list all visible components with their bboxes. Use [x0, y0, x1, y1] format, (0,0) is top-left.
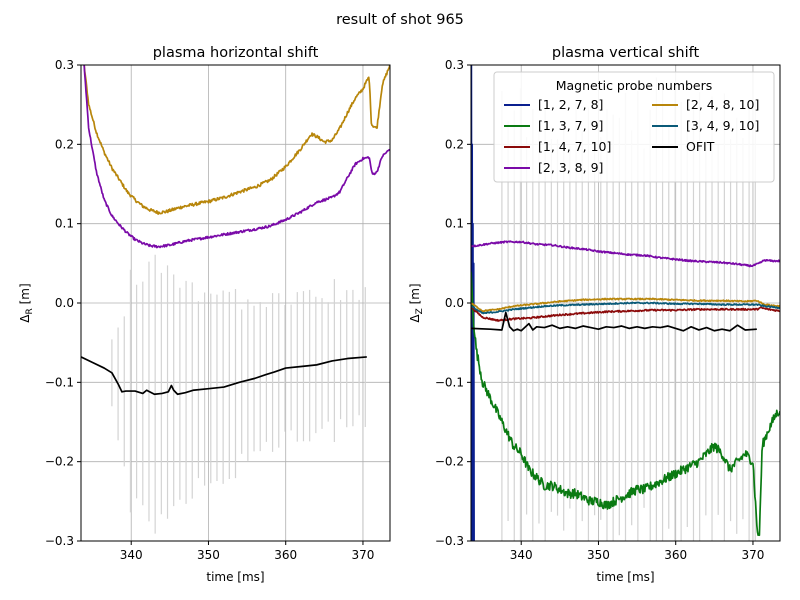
legend-label: [2, 3, 8, 9]: [538, 160, 603, 175]
series-line: [471, 301, 780, 315]
x-axis-label: time [ms]: [206, 570, 264, 584]
y-tick-label: 0.0: [55, 296, 74, 310]
x-tick-label: 370: [742, 548, 765, 562]
legend-box: [493, 71, 775, 183]
axes-vertical-shift: 340 350 360 370 −0.3 −0.2 −0.1 0.0 0.1 0.2 0.3 plas…: [408, 45, 781, 584]
x-tick-label: 340: [510, 548, 533, 562]
series-line: [83, 65, 390, 215]
legend-label: OFIT: [686, 139, 715, 154]
series-line: [471, 297, 780, 313]
y-tick-label: 0.2: [445, 137, 464, 151]
y-tick-label: 0.1: [55, 217, 74, 231]
y-tick-label: −0.1: [435, 375, 464, 389]
figure-suptitle: result of shot 965: [336, 12, 464, 28]
x-axis-label: time [ms]: [596, 570, 654, 584]
plot-area: [471, 65, 780, 541]
axes-title: plasma vertical shift: [552, 45, 700, 61]
y-tick-label: −0.2: [45, 455, 74, 469]
plot-area: [81, 65, 390, 534]
x-tick-label: 360: [274, 548, 297, 562]
legend-label: [1, 3, 7, 9]: [538, 118, 603, 133]
legend: Magnetic probe numbers [1, 2, 7, 8] [2, 4,…: [493, 71, 775, 183]
legend-title: Magnetic probe numbers: [556, 78, 713, 93]
y-tick-label: 0.3: [445, 58, 464, 72]
y-tick-label: 0.1: [445, 217, 464, 231]
y-tick-label: −0.3: [435, 534, 464, 548]
y-tick-label: 0.0: [445, 296, 464, 310]
series-line: [471, 271, 780, 537]
axes-title: plasma horizontal shift: [153, 45, 319, 61]
legend-label: [2, 4, 8, 10]: [686, 97, 759, 112]
y-tick-label: 0.2: [55, 137, 74, 151]
y-tick-label: −0.3: [45, 534, 74, 548]
x-tick-label: 340: [120, 548, 143, 562]
y-axis-label: ΔR [m]: [18, 283, 35, 322]
series-line: [471, 240, 780, 268]
legend-label: [3, 4, 9, 10]: [686, 118, 759, 133]
series-line: [471, 306, 780, 323]
x-tick-label: 350: [197, 548, 220, 562]
y-tick-label: −0.1: [45, 375, 74, 389]
legend-label: [1, 4, 7, 10]: [538, 139, 611, 154]
y-tick-label: 0.3: [55, 58, 74, 72]
series-line: [81, 356, 367, 396]
y-tick-label: −0.2: [435, 455, 464, 469]
x-tick-label: 370: [352, 548, 375, 562]
x-tick-label: 350: [587, 548, 610, 562]
legend-label: [1, 2, 7, 8]: [538, 97, 603, 112]
series-line: [471, 311, 757, 332]
x-tick-label: 360: [664, 548, 687, 562]
axes-horizontal-shift: 340 350 360 370 −0.3 −0.2 −0.1 0.0 0.1 0.2 0.3 plas…: [18, 45, 391, 584]
y-axis-label: ΔZ [m]: [408, 283, 425, 322]
series-line: [83, 65, 390, 249]
